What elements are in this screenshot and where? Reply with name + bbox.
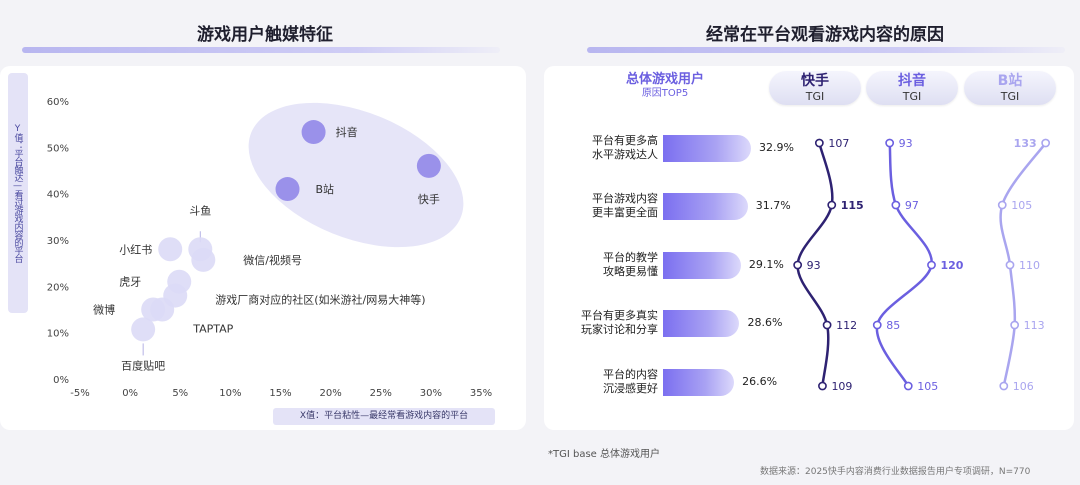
scatter-point-label: 微博: [93, 303, 115, 317]
reason-bar: [663, 252, 741, 279]
x-tick-label: 15%: [269, 388, 291, 399]
left-section-title: 游戏用户触媒特征: [197, 25, 333, 45]
pill-douyin-name: 抖音: [898, 73, 926, 89]
right-title-underline: [587, 47, 1065, 53]
scatter-point-label: 虎牙: [119, 276, 141, 289]
overall-header-sub: 原因TOP5: [641, 88, 689, 99]
scatter-point: [158, 237, 183, 262]
x-tick-label: 30%: [420, 388, 442, 399]
reason-value: 31.7%: [755, 199, 791, 212]
y-tick-label: 20%: [47, 282, 69, 293]
y-tick-label: 10%: [47, 329, 69, 340]
y-tick-label: 30%: [47, 236, 69, 247]
scatter-point-label: 快手: [418, 192, 440, 206]
pill-bilibili: B站 TGI: [964, 71, 1056, 105]
scatter-chart: -5% 0% 5% 10% 15% 20% 25% 30% 35%0%10%20%30%40%5…: [47, 97, 492, 399]
pill-kuaishou: 快手 TGI: [769, 71, 861, 105]
reason-label: 平台有更多真实 玩家讨论和分享: [581, 309, 658, 336]
reason-bar: [663, 193, 748, 220]
footnote: *TGI base 总体游戏用户: [548, 449, 661, 460]
reason-value: 32.9%: [759, 141, 794, 154]
y-tick-label: 50%: [47, 143, 69, 154]
y-tick-label: 40%: [47, 190, 69, 201]
reason-value: 29.1%: [748, 258, 784, 271]
reason-bar: [663, 369, 735, 396]
reason-label: 平台有更多高 水平游戏达人: [592, 134, 658, 161]
scatter-point-label: 游戏厂商对应的社区(如米游社/网易大神等): [215, 293, 425, 307]
x-tick-label: 5%: [172, 388, 188, 399]
overall-header: 总体游戏用户 原因TOP5: [610, 72, 720, 100]
scatter-point-label: 抖音: [336, 125, 358, 139]
scatter-point-label: B站: [316, 182, 335, 196]
highlight-ellipse: [248, 102, 464, 248]
y-tick-label: 60%: [47, 97, 69, 108]
scatter-point-label: 微信/视频号: [243, 253, 302, 267]
scatter-point-label: TAPTAP: [192, 323, 233, 336]
y-tick-label: 0%: [53, 375, 69, 386]
scatter-point-label: 百度贴吧: [121, 358, 165, 372]
scatter-point: [301, 120, 326, 145]
x-tick-label: 10%: [219, 388, 241, 399]
right-section-title: 经常在平台观看游戏内容的原因: [706, 25, 944, 45]
scatter-point: [131, 317, 156, 342]
overall-header-title: 总体游戏用户: [625, 72, 704, 87]
x-tick-label: 25%: [370, 388, 392, 399]
scatter-point: [416, 153, 441, 178]
x-tick-label: 20%: [320, 388, 342, 399]
scatter-point-label: 小红书: [119, 243, 152, 256]
scatter-point: [275, 177, 300, 202]
scatter-point: [191, 247, 216, 272]
y-axis-label: Y值：平台触达—看过游戏内容的平台: [8, 73, 28, 313]
reason-label: 平台的教学 攻略更易懂: [603, 251, 658, 278]
x-tick-label: -5%: [70, 388, 89, 399]
pill-kuaishou-name: 快手: [801, 73, 829, 89]
pill-douyin: 抖音 TGI: [866, 71, 958, 105]
pill-kuaishou-sub: TGI: [805, 90, 825, 103]
left-title-underline: [22, 47, 500, 53]
reason-label: 平台游戏内容 更丰富更全面: [592, 192, 658, 219]
x-tick-label: 35%: [470, 388, 492, 399]
reason-bar: [663, 135, 751, 162]
reason-value: 28.6%: [747, 316, 783, 329]
x-tick-label: 0%: [122, 388, 138, 399]
scatter-point-label: 斗鱼: [189, 203, 211, 217]
x-axis-label: X值：平台粘性—最经常看游戏内容的平台: [273, 408, 495, 425]
reason-value: 26.6%: [742, 375, 778, 388]
reason-bar: [663, 310, 740, 337]
reason-label: 平台的内容 沉浸感更好: [603, 368, 658, 395]
pill-bilibili-name: B站: [997, 73, 1023, 89]
pill-douyin-sub: TGI: [902, 90, 922, 103]
scatter-point: [150, 297, 175, 322]
data-source: 数据来源：2025快手内容消费行业数据报告用户专项调研，N=770: [760, 467, 1031, 477]
pill-bilibili-sub: TGI: [1000, 90, 1020, 103]
